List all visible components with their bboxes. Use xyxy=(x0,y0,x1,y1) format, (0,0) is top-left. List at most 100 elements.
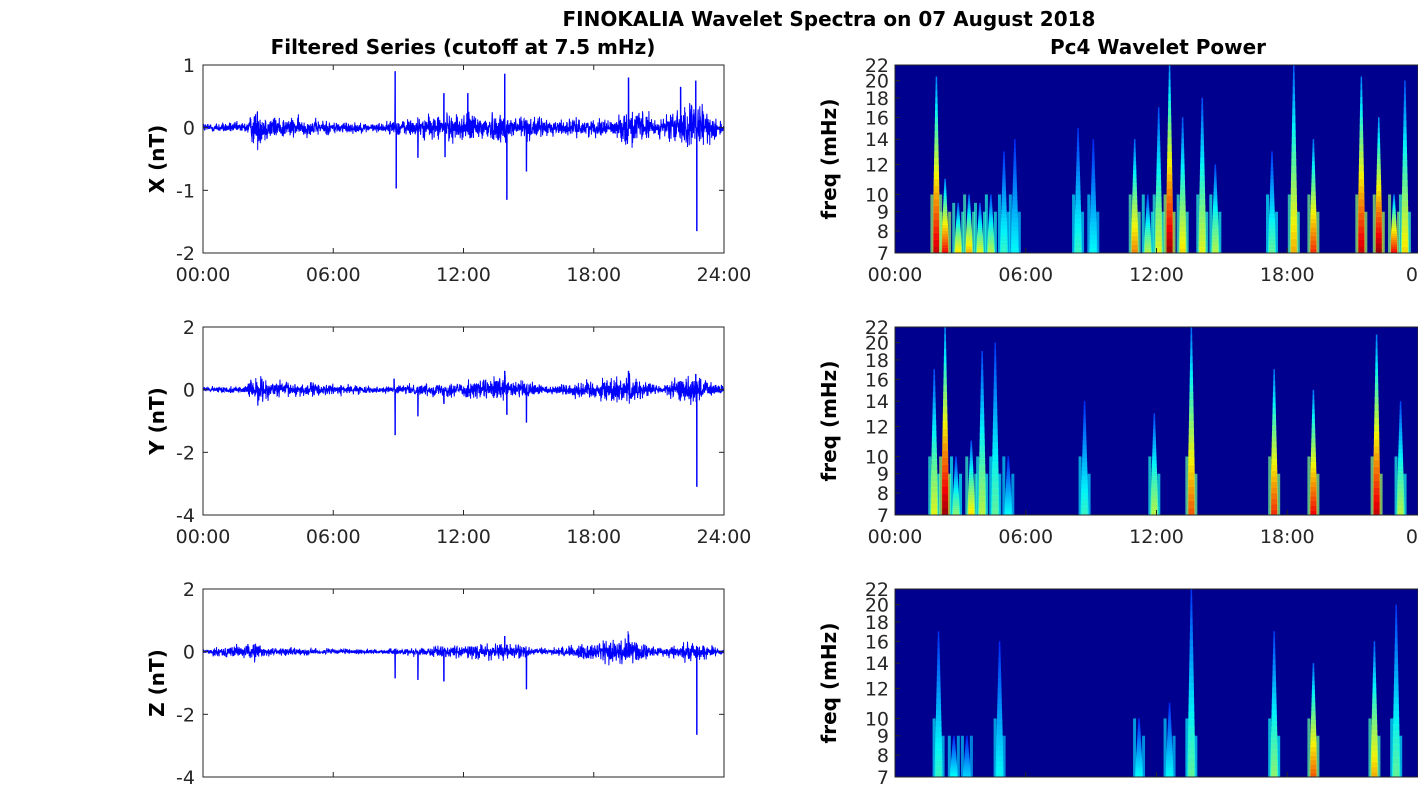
power-burst xyxy=(939,327,952,515)
spectrogram-body xyxy=(932,589,1403,777)
y-tick-label: 7 xyxy=(877,505,889,527)
y-tick-label: 20 xyxy=(865,71,889,93)
y-tick-label: 16 xyxy=(865,631,889,653)
power-burst xyxy=(1307,663,1320,777)
power-burst xyxy=(1307,389,1320,515)
y-tick-label: -1 xyxy=(176,180,195,202)
power-burst xyxy=(963,194,976,253)
y-tick-label: 2 xyxy=(183,579,195,601)
y-tick-label: 22 xyxy=(865,317,889,339)
power-burst xyxy=(1133,718,1146,777)
y-tick-label: 1 xyxy=(183,55,195,77)
power-burst xyxy=(1268,631,1281,777)
power-burst xyxy=(1398,80,1411,253)
spectrogram-body xyxy=(928,327,1407,515)
power-burst xyxy=(1287,65,1300,253)
y-tick-label: -2 xyxy=(176,442,195,464)
power-burst xyxy=(947,735,960,777)
y-tick-label: 18 xyxy=(865,350,889,372)
y-axis-label: freq (mHz) xyxy=(817,99,841,220)
power-burst xyxy=(1185,327,1198,515)
y-tick-label: 22 xyxy=(865,55,889,77)
y-tick-label: 2 xyxy=(183,317,195,339)
power-burst xyxy=(1196,97,1209,253)
y-tick-label: 0 xyxy=(183,380,195,402)
y-tick-label: 16 xyxy=(865,107,889,129)
x-tick-label: 00:00 xyxy=(176,264,231,286)
power-burst xyxy=(1176,117,1189,253)
power-burst xyxy=(1209,164,1222,253)
power-burst xyxy=(1370,334,1383,515)
y-tick-label: 0 xyxy=(183,118,195,140)
power-burst xyxy=(993,641,1006,777)
power-burst xyxy=(997,151,1010,253)
y-tick-label: 9 xyxy=(877,726,889,748)
x-tick-label: 00:00 xyxy=(868,526,923,548)
series-panel-x: -2 -1 0 1 00:00 06:00 12:00 18:00 24:00 X (nT) xyxy=(145,55,751,286)
y-axis-label: freq (mHz) xyxy=(817,361,841,482)
power-burst xyxy=(932,631,945,777)
y-tick-label: 14 xyxy=(865,129,889,151)
x-tick-label: 12:00 xyxy=(436,264,491,286)
power-burst xyxy=(1163,702,1176,777)
y-tick-label: 10 xyxy=(865,184,889,206)
power-burst xyxy=(1265,151,1278,253)
x-tick-label: 06:00 xyxy=(306,526,361,548)
series-panel-z: -4 -2 0 2 Z (nT) xyxy=(145,579,725,788)
y-axis-label: freq (mHz) xyxy=(817,623,841,744)
y-tick-label: -4 xyxy=(176,767,195,788)
power-burst xyxy=(1078,401,1091,515)
y-tick-label: 8 xyxy=(877,483,889,505)
series-line-x xyxy=(203,71,724,232)
power-burst xyxy=(1368,641,1381,777)
power-burst xyxy=(1087,139,1100,253)
plot-area xyxy=(203,65,724,253)
power-burst xyxy=(1163,65,1176,253)
y-tick-label: 8 xyxy=(877,221,889,243)
power-burst xyxy=(1355,76,1368,253)
x-tick-label: 18:00 xyxy=(566,264,621,286)
x-tick-label: 12:00 xyxy=(1129,264,1184,286)
y-tick-label: 18 xyxy=(865,612,889,634)
x-tick-label: 24:00 xyxy=(697,264,752,286)
y-tick-label: 12 xyxy=(865,417,889,439)
y-tick-label: 22 xyxy=(865,579,889,601)
y-axis-label: Z (nT) xyxy=(145,649,169,717)
y-tick-label: 10 xyxy=(865,446,889,468)
series-panel-y: -4 -2 0 2 00:00 06:00 12:00 18:00 24:00 Y (nT) xyxy=(145,317,751,548)
power-burst xyxy=(1372,117,1385,253)
x-tick-label: 06:00 xyxy=(998,264,1053,286)
y-tick-label: 20 xyxy=(865,333,889,355)
y-tick-label: 20 xyxy=(865,595,889,617)
y-tick-label: -4 xyxy=(176,505,195,527)
y-tick-label: 12 xyxy=(865,155,889,177)
x-tick-label: 06:00 xyxy=(306,264,361,286)
x-tick-label: 00 xyxy=(1406,264,1418,286)
power-burst xyxy=(1152,107,1165,253)
series-line-z xyxy=(203,631,724,735)
x-tick-label: 18:00 xyxy=(566,526,621,548)
figure-title: FINOKALIA Wavelet Spectra on 07 August 2… xyxy=(563,7,1096,31)
power-burst xyxy=(973,202,986,253)
y-tick-label: 14 xyxy=(865,391,889,413)
x-tick-label: 24:00 xyxy=(697,526,752,548)
y-tick-label: 7 xyxy=(877,243,889,265)
x-tick-label: 12:00 xyxy=(1129,526,1184,548)
power-burst xyxy=(965,440,978,515)
spectrogram-background xyxy=(895,589,1418,777)
power-burst xyxy=(1148,413,1161,515)
y-tick-label: 10 xyxy=(865,708,889,730)
power-burst xyxy=(960,735,973,777)
y-tick-label: 12 xyxy=(865,679,889,701)
power-burst xyxy=(952,202,965,253)
x-tick-label: 12:00 xyxy=(436,526,491,548)
power-burst xyxy=(1185,589,1198,777)
series-line-y xyxy=(203,370,724,487)
power-burst xyxy=(1394,401,1407,515)
power-burst xyxy=(989,342,1002,515)
right-column-title: Pc4 Wavelet Power xyxy=(1050,35,1266,59)
